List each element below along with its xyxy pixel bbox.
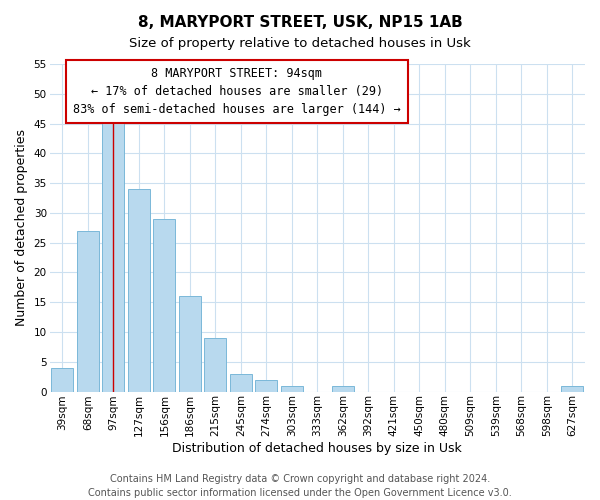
- Y-axis label: Number of detached properties: Number of detached properties: [15, 130, 28, 326]
- Bar: [103, 118, 124, 392]
- Bar: [230, 374, 251, 392]
- Bar: [128, 189, 149, 392]
- X-axis label: Distribution of detached houses by size in Usk: Distribution of detached houses by size …: [172, 442, 462, 455]
- Text: 8 MARYPORT STREET: 94sqm
← 17% of detached houses are smaller (29)
83% of semi-d: 8 MARYPORT STREET: 94sqm ← 17% of detach…: [73, 68, 401, 116]
- Text: Contains HM Land Registry data © Crown copyright and database right 2024.
Contai: Contains HM Land Registry data © Crown c…: [88, 474, 512, 498]
- Bar: [52, 368, 73, 392]
- Bar: [562, 386, 583, 392]
- Bar: [179, 296, 200, 392]
- Text: Size of property relative to detached houses in Usk: Size of property relative to detached ho…: [129, 38, 471, 51]
- Bar: [281, 386, 302, 392]
- Bar: [77, 230, 98, 392]
- Bar: [332, 386, 353, 392]
- Bar: [154, 219, 175, 392]
- Bar: [256, 380, 277, 392]
- Bar: [205, 338, 226, 392]
- Text: 8, MARYPORT STREET, USK, NP15 1AB: 8, MARYPORT STREET, USK, NP15 1AB: [137, 15, 463, 30]
